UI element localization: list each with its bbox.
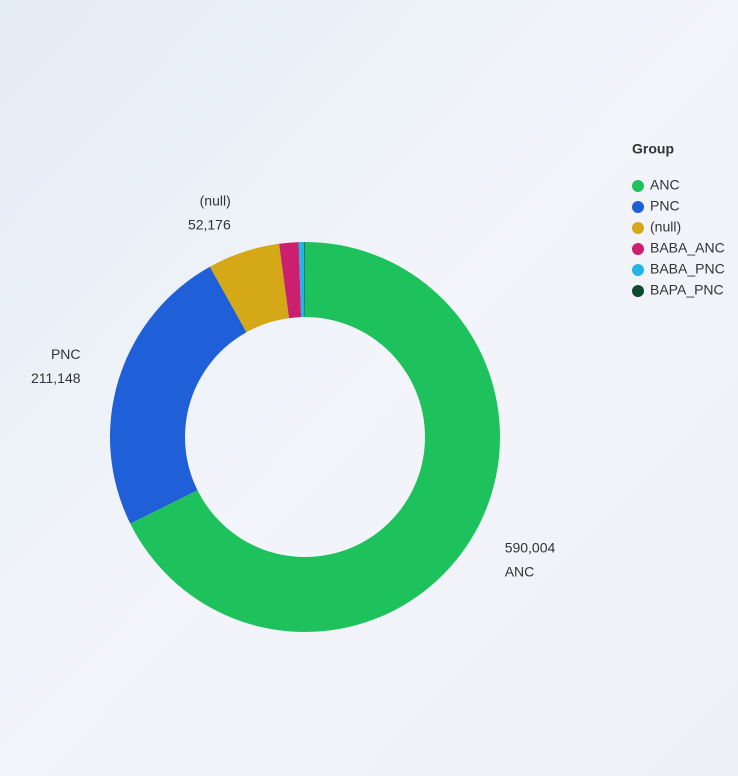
legend-marker <box>632 222 644 234</box>
slice <box>209 243 290 333</box>
slice <box>304 242 305 318</box>
slice <box>130 242 501 632</box>
slice <box>109 266 247 524</box>
legend-label: ANC <box>650 177 680 193</box>
slice-value: 211,148 <box>31 370 81 386</box>
legend-marker <box>632 285 644 297</box>
legend-marker <box>632 201 644 213</box>
slice <box>298 242 305 318</box>
legend-label: BAPA_PNC <box>650 282 724 298</box>
legend-marker <box>632 264 644 276</box>
slice-value: 590,004 <box>505 540 556 556</box>
legend-label: PNC <box>650 198 680 214</box>
legend-label: (null) <box>650 219 681 235</box>
legend-label: BABA_PNC <box>650 261 725 277</box>
slice-name: ANC <box>505 564 535 580</box>
slice-value: 52,176 <box>188 217 231 233</box>
slice-name: (null) <box>200 193 231 209</box>
legend-title: Group <box>632 141 674 157</box>
legend-marker <box>632 180 644 192</box>
legend-label: BABA_ANC <box>650 240 725 256</box>
slice <box>279 242 302 319</box>
slice-name: PNC <box>51 346 81 362</box>
legend-marker <box>632 243 644 255</box>
